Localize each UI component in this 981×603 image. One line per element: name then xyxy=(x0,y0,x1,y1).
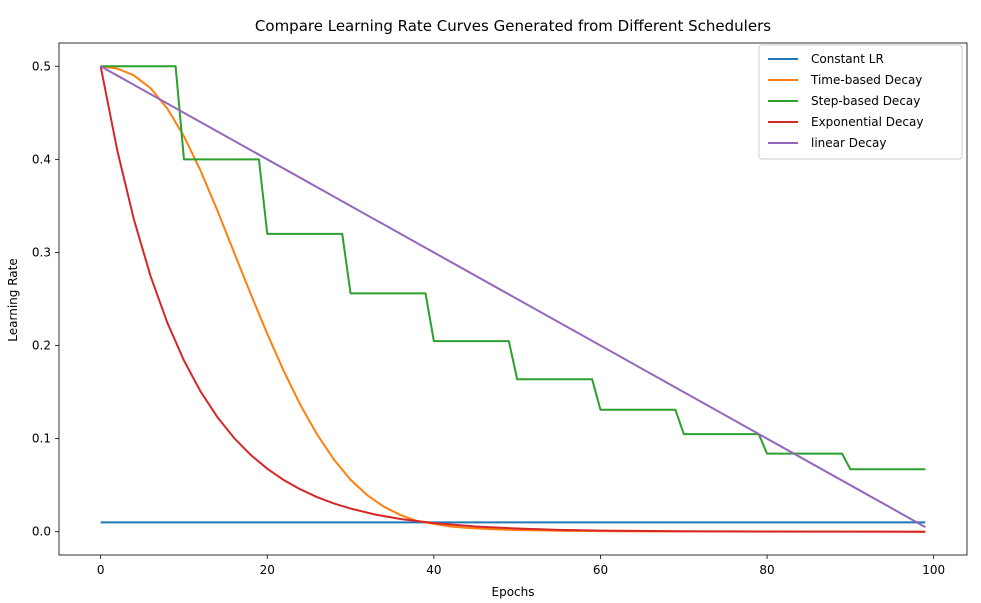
y-axis: 0.0 0.1 0.2 0.3 0.4 0.5 xyxy=(32,59,59,539)
legend-label-step-based-decay: Step-based Decay xyxy=(811,94,920,108)
series-line-linear-decay xyxy=(100,65,926,528)
x-axis: 0 20 40 60 80 100 xyxy=(97,555,945,577)
legend-label-constant-lr: Constant LR xyxy=(811,52,884,66)
y-tick-label: 0.1 xyxy=(32,432,51,446)
y-tick-label: 0.0 xyxy=(32,525,51,539)
y-tick-label: 0.3 xyxy=(32,245,51,259)
legend-label-linear-decay: linear Decay xyxy=(811,136,886,150)
x-tick-label: 60 xyxy=(593,563,608,577)
y-tick-label: 0.4 xyxy=(32,152,51,166)
plot-frame xyxy=(58,42,968,556)
x-tick-label: 40 xyxy=(426,563,441,577)
series-line-exponential-decay xyxy=(99,66,926,533)
y-tick-label: 0.2 xyxy=(32,339,51,353)
plot-area xyxy=(58,42,968,556)
chart-title: Compare Learning Rate Curves Generated f… xyxy=(255,17,771,35)
legend-box xyxy=(758,44,963,160)
legend-label-time-based-decay: Time-based Decay xyxy=(810,73,922,87)
x-tick-label: 80 xyxy=(759,563,774,577)
y-tick-label: 0.5 xyxy=(32,59,51,73)
x-tick-label: 20 xyxy=(260,563,275,577)
x-tick-label: 100 xyxy=(922,563,945,577)
y-axis-label: Learning Rate xyxy=(6,258,20,341)
x-tick-label: 0 xyxy=(97,563,105,577)
legend: Constant LR Time-based Decay Step-based De… xyxy=(758,44,963,160)
legend-label-exponential-decay: Exponential Decay xyxy=(811,115,923,129)
x-axis-label: Epochs xyxy=(492,585,535,599)
series-line-step-based-decay xyxy=(100,65,926,471)
